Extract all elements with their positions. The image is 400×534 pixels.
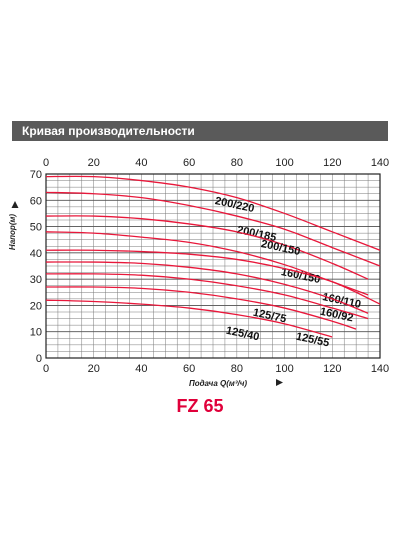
chart-header-bar bbox=[12, 121, 388, 141]
chart-header-title: Кривая производительности bbox=[22, 124, 195, 138]
curve-125-40 bbox=[45, 299, 333, 338]
curve-160-150 bbox=[45, 231, 369, 296]
y-tick-label: 40 bbox=[30, 248, 42, 260]
x-tick-label-top: 120 bbox=[323, 157, 341, 169]
x-tick-label-top: 0 bbox=[43, 157, 49, 169]
curve-160-92 bbox=[45, 261, 369, 314]
x-tick-label-bottom: 100 bbox=[275, 363, 293, 375]
x-tick-label-top: 140 bbox=[371, 157, 389, 169]
curve-200-185 bbox=[45, 191, 381, 267]
curve-label: 200/150 bbox=[260, 238, 301, 258]
y-tick-label: 30 bbox=[30, 274, 42, 286]
curve-125-75 bbox=[45, 273, 369, 320]
x-tick-label-top: 40 bbox=[135, 157, 147, 169]
x-tick-label-bottom: 60 bbox=[183, 363, 195, 375]
curve-200-220 bbox=[45, 175, 381, 251]
x-tick-label-bottom: 20 bbox=[88, 363, 100, 375]
x-tick-label-bottom: 140 bbox=[371, 363, 389, 375]
curve-125-55 bbox=[45, 286, 357, 330]
y-tick-label: 70 bbox=[30, 169, 42, 181]
curve-label: 125/55 bbox=[295, 331, 330, 350]
y-tick-label: 0 bbox=[36, 353, 42, 365]
y-tick-label: 50 bbox=[30, 222, 42, 234]
y-tick-label: 10 bbox=[30, 327, 42, 339]
y-tick-label: 60 bbox=[30, 195, 42, 207]
y-axis-arrow-icon bbox=[11, 201, 19, 208]
x-tick-label-top: 60 bbox=[183, 157, 195, 169]
x-tick-label-bottom: 120 bbox=[323, 363, 341, 375]
x-tick-label-bottom: 80 bbox=[231, 363, 243, 375]
x-tick-label-bottom: 40 bbox=[135, 363, 147, 375]
curve-label: 125/40 bbox=[225, 325, 260, 344]
x-tick-label-top: 20 bbox=[88, 157, 100, 169]
y-axis-label: Напор(м) bbox=[8, 214, 17, 250]
x-tick-label-top: 100 bbox=[275, 157, 293, 169]
y-tick-label: 20 bbox=[30, 300, 42, 312]
x-axis-arrow-icon bbox=[276, 379, 283, 386]
x-axis-label: Подача Q(м³/ч) bbox=[189, 379, 247, 388]
model-title: FZ 65 bbox=[176, 396, 224, 416]
x-tick-label-top: 80 bbox=[231, 157, 243, 169]
performance-chart: 0020204040606080801001001201201401400102… bbox=[8, 157, 389, 388]
x-tick-label-bottom: 0 bbox=[43, 363, 49, 375]
curve-160-110 bbox=[45, 249, 381, 305]
curve-200-150 bbox=[45, 215, 369, 280]
